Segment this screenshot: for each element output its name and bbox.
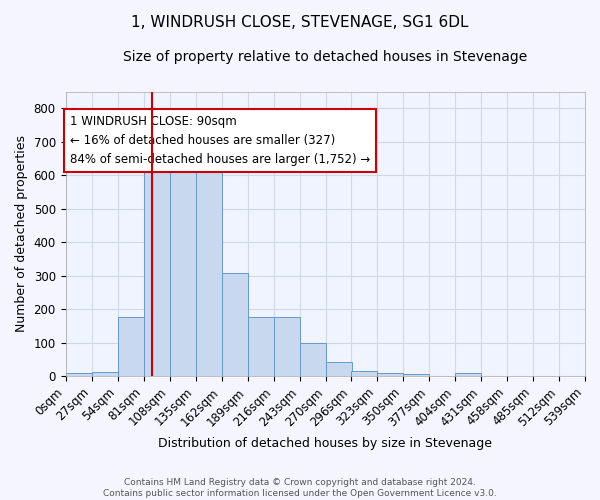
Bar [455, 374, 481, 376]
Text: 1, WINDRUSH CLOSE, STEVENAGE, SG1 6DL: 1, WINDRUSH CLOSE, STEVENAGE, SG1 6DL [131, 15, 469, 30]
Bar [118, 318, 143, 376]
Bar [403, 374, 429, 376]
Text: Contains HM Land Registry data © Crown copyright and database right 2024.
Contai: Contains HM Land Registry data © Crown c… [103, 478, 497, 498]
Bar [221, 274, 248, 376]
Bar [92, 372, 118, 376]
Bar [300, 342, 326, 376]
Bar [326, 362, 352, 376]
X-axis label: Distribution of detached houses by size in Stevenage: Distribution of detached houses by size … [158, 437, 492, 450]
Bar [274, 318, 300, 376]
Bar [196, 158, 221, 376]
Text: 1 WINDRUSH CLOSE: 90sqm
← 16% of detached houses are smaller (327)
84% of semi-d: 1 WINDRUSH CLOSE: 90sqm ← 16% of detache… [70, 115, 371, 166]
Bar [377, 372, 403, 376]
Title: Size of property relative to detached houses in Stevenage: Size of property relative to detached ho… [123, 50, 527, 64]
Bar [65, 374, 92, 376]
Bar [170, 170, 196, 376]
Bar [248, 318, 274, 376]
Bar [143, 170, 170, 376]
Bar [351, 371, 377, 376]
Y-axis label: Number of detached properties: Number of detached properties [15, 136, 28, 332]
